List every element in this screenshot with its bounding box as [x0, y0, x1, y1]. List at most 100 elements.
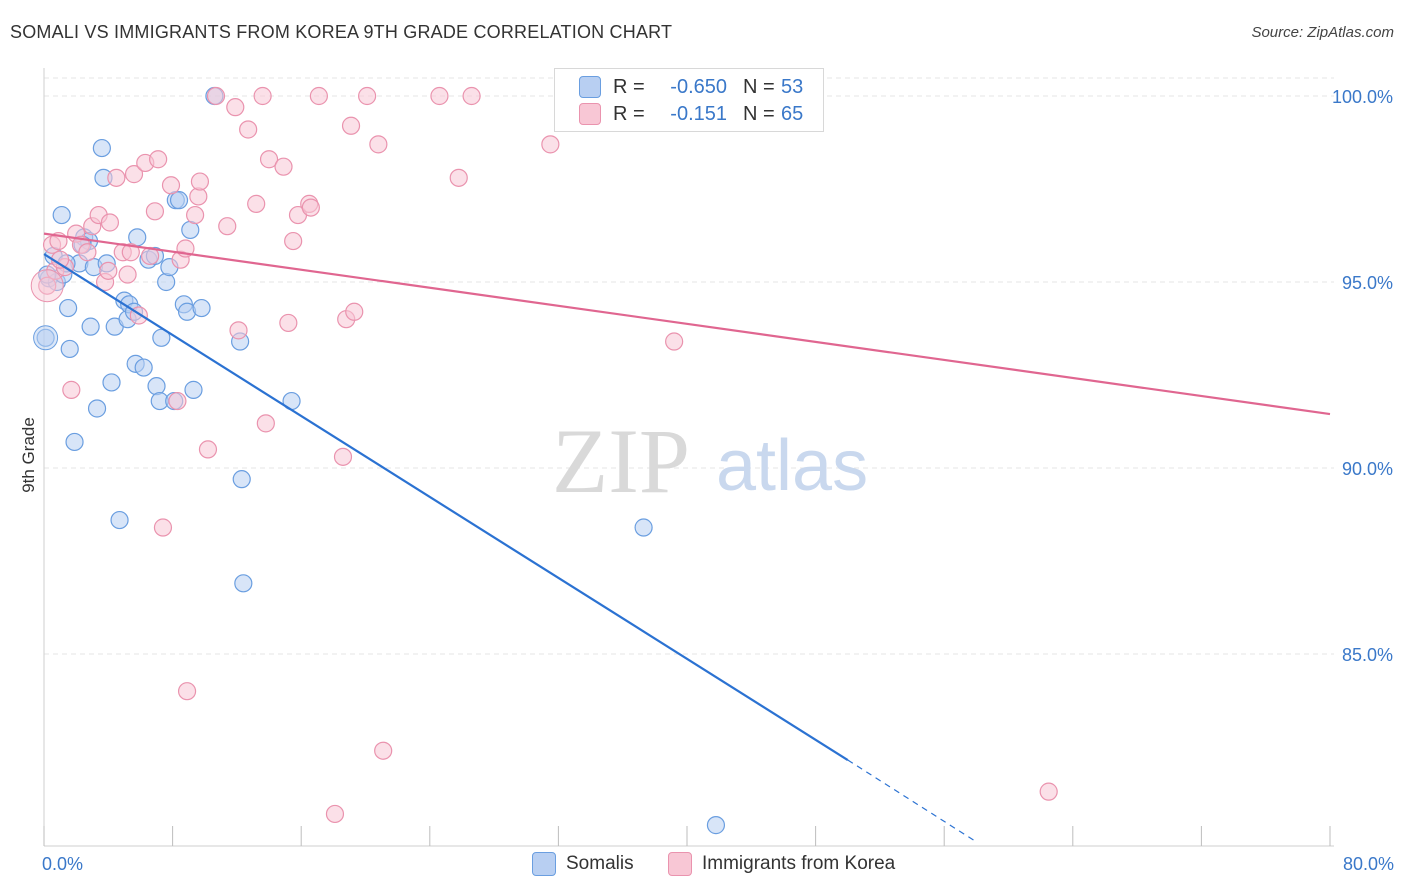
point-somalis	[634, 518, 653, 537]
watermark: ZIP atlas	[552, 410, 868, 512]
point-korea	[256, 414, 275, 433]
point-somalis	[102, 373, 121, 392]
point-somalis	[59, 298, 78, 318]
series-label-somalis: Somalis	[566, 853, 634, 874]
point-somalis	[52, 205, 71, 225]
point-korea	[62, 380, 81, 399]
point-korea	[153, 518, 173, 537]
tick-labels: 100.0% 95.0% 90.0% 85.0% 0.0% 80.0% 9th Grade	[19, 87, 1394, 874]
point-korea	[190, 172, 210, 191]
point-korea	[309, 86, 328, 106]
point-korea	[99, 261, 118, 280]
point-somalis	[157, 272, 176, 292]
trend-line-somalis-extension	[847, 759, 977, 843]
y-tick-label: 90.0%	[1342, 459, 1393, 479]
point-korea	[145, 202, 165, 221]
point-somalis	[87, 399, 107, 418]
point-korea	[78, 243, 97, 262]
trend-line-somalis	[43, 253, 849, 761]
series-legend-somalis[interactable]: Somalis	[532, 852, 634, 876]
legend-r-label: R =	[613, 75, 645, 98]
point-somalis-cluster	[33, 325, 59, 351]
point-somalis	[192, 298, 211, 318]
point-korea	[284, 231, 303, 251]
point-korea	[100, 213, 120, 232]
point-korea	[333, 447, 353, 466]
point-korea	[279, 313, 298, 333]
chart-title: SOMALI VS IMMIGRANTS FROM KOREA 9TH GRAD…	[10, 22, 673, 42]
legend-swatch-korea	[579, 103, 601, 125]
point-somalis	[81, 317, 100, 336]
point-korea	[449, 168, 468, 187]
point-korea	[253, 86, 272, 106]
point-somalis	[234, 574, 253, 593]
x-tick-label: 0.0%	[42, 854, 83, 874]
legend-r-value: -0.151	[670, 102, 727, 125]
point-korea	[325, 804, 345, 824]
source-label: Source: ZipAtlas.com	[1251, 24, 1394, 41]
point-korea	[665, 332, 684, 351]
legend-r-label: R =	[613, 102, 645, 125]
point-somalis	[152, 328, 171, 347]
point-korea	[121, 243, 140, 262]
point-somalis	[134, 358, 153, 377]
series-legend-korea[interactable]: Immigrants from Korea	[668, 852, 895, 876]
legend-n-value: 53	[781, 75, 804, 98]
data-points	[30, 86, 1058, 835]
point-somalis	[232, 470, 251, 489]
point-korea	[161, 176, 181, 195]
point-korea	[107, 168, 126, 187]
point-korea	[374, 741, 393, 760]
point-korea	[177, 682, 197, 701]
point-korea	[218, 217, 237, 236]
watermark-zip: ZIP	[552, 410, 690, 512]
point-korea	[301, 198, 320, 217]
point-korea	[430, 86, 449, 106]
point-korea-cluster	[30, 269, 64, 303]
point-korea	[239, 120, 258, 139]
point-korea	[274, 157, 293, 176]
point-korea	[247, 194, 266, 213]
x-tick-label: 80.0%	[1343, 854, 1394, 874]
point-korea	[229, 321, 248, 340]
y-tick-label: 85.0%	[1342, 645, 1393, 665]
axes	[43, 68, 1334, 847]
point-korea	[462, 86, 481, 106]
point-korea	[38, 276, 57, 295]
legend-n-label: N =	[743, 102, 775, 125]
series-label-korea: Immigrants from Korea	[702, 853, 896, 874]
legend-n-label: N =	[743, 75, 775, 98]
legend-r-value: -0.650	[670, 75, 727, 98]
point-somalis	[184, 380, 203, 399]
watermark-atlas: atlas	[716, 426, 868, 506]
point-korea	[226, 98, 245, 117]
y-tick-label: 100.0%	[1332, 87, 1393, 107]
y-axis-title: 9th Grade	[19, 417, 38, 493]
point-korea	[206, 86, 226, 106]
point-korea	[259, 150, 279, 169]
series-swatch-somalis	[532, 852, 556, 876]
point-korea	[198, 440, 218, 459]
grid-lines	[44, 77, 1334, 655]
legend-swatch-somalis	[579, 76, 601, 98]
point-korea	[1039, 782, 1058, 801]
point-somalis	[65, 432, 84, 452]
point-somalis	[60, 339, 79, 359]
trend-line-korea	[43, 232, 1331, 416]
y-tick-label: 95.0%	[1342, 273, 1393, 293]
point-korea	[369, 135, 388, 154]
point-korea	[168, 391, 187, 411]
point-somalis	[706, 816, 726, 835]
legend-n-value: 65	[781, 102, 804, 125]
legend-row-korea: R = -0.151 N = 65	[555, 100, 803, 128]
series-swatch-korea	[668, 852, 692, 876]
point-korea	[149, 150, 168, 169]
point-somalis	[110, 510, 129, 530]
point-korea	[118, 265, 137, 284]
point-korea	[345, 302, 364, 321]
point-somalis	[169, 191, 189, 210]
correlation-legend: R = -0.650 N = 53 R = -0.151 N = 65	[554, 68, 824, 132]
trend-lines	[43, 232, 1331, 843]
point-korea	[541, 135, 560, 154]
